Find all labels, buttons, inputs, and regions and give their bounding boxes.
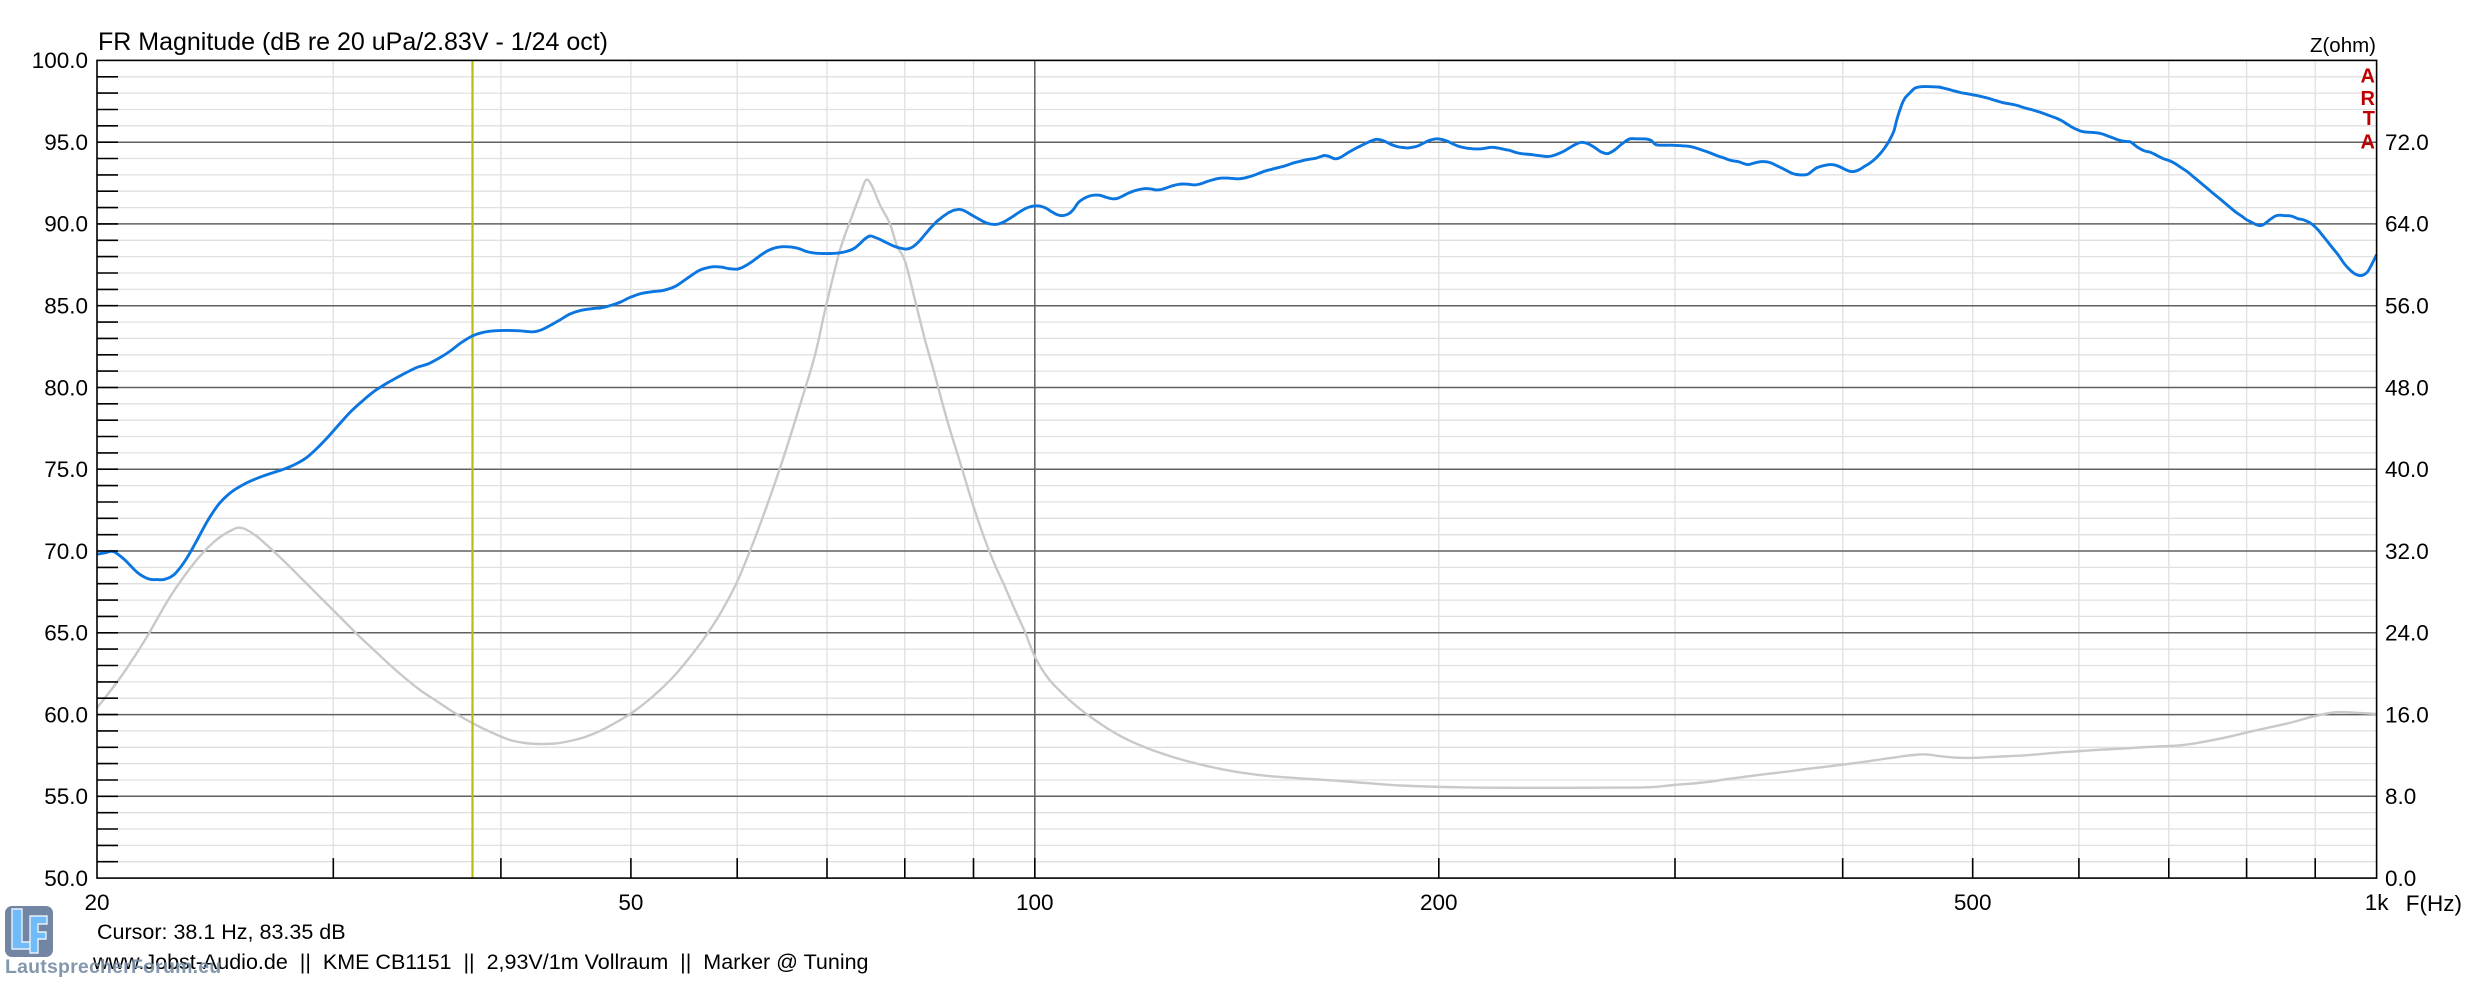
svg-text:8.0: 8.0 bbox=[2385, 784, 2416, 809]
svg-text:1k: 1k bbox=[2365, 890, 2390, 915]
svg-text:50.0: 50.0 bbox=[44, 866, 88, 891]
svg-text:20: 20 bbox=[84, 890, 109, 915]
svg-text:www.Jobst-Audio.de || KME CB: www.Jobst-Audio.de || KME CB1151 || 2,93… bbox=[92, 950, 869, 974]
svg-text:85.0: 85.0 bbox=[44, 294, 88, 319]
svg-text:100.0: 100.0 bbox=[32, 48, 88, 73]
svg-text:65.0: 65.0 bbox=[44, 621, 88, 646]
svg-text:16.0: 16.0 bbox=[2385, 702, 2429, 727]
svg-text:80.0: 80.0 bbox=[44, 375, 88, 400]
svg-text:64.0: 64.0 bbox=[2385, 212, 2429, 237]
svg-text:LautsprecherForum.eu: LautsprecherForum.eu bbox=[5, 956, 221, 978]
svg-text:Cursor: 38.1 Hz, 83.35 dB: Cursor: 38.1 Hz, 83.35 dB bbox=[97, 920, 346, 944]
svg-text:95.0: 95.0 bbox=[44, 130, 88, 155]
svg-text:T: T bbox=[2363, 108, 2375, 130]
svg-text:F(Hz): F(Hz) bbox=[2406, 891, 2462, 916]
svg-text:72.0: 72.0 bbox=[2385, 130, 2429, 155]
svg-text:24.0: 24.0 bbox=[2385, 621, 2429, 646]
svg-text:A: A bbox=[2361, 132, 2375, 154]
svg-text:60.0: 60.0 bbox=[44, 702, 88, 727]
svg-text:75.0: 75.0 bbox=[44, 457, 88, 482]
svg-text:48.0: 48.0 bbox=[2385, 375, 2429, 400]
svg-text:55.0: 55.0 bbox=[44, 784, 88, 809]
svg-text:100: 100 bbox=[1016, 890, 1054, 915]
svg-text:32.0: 32.0 bbox=[2385, 539, 2429, 564]
svg-text:0.0: 0.0 bbox=[2385, 866, 2416, 891]
svg-text:90.0: 90.0 bbox=[44, 212, 88, 237]
svg-text:50: 50 bbox=[618, 890, 643, 915]
svg-text:Z(ohm): Z(ohm) bbox=[2310, 34, 2376, 57]
svg-text:R: R bbox=[2361, 88, 2376, 110]
svg-text:500: 500 bbox=[1954, 890, 1992, 915]
svg-text:200: 200 bbox=[1420, 890, 1458, 915]
svg-text:FR Magnitude (dB re 20 uPa/2.8: FR Magnitude (dB re 20 uPa/2.83V - 1/24 … bbox=[98, 28, 608, 56]
svg-text:56.0: 56.0 bbox=[2385, 294, 2429, 319]
svg-text:70.0: 70.0 bbox=[44, 539, 88, 564]
svg-text:A: A bbox=[2361, 66, 2375, 88]
svg-text:40.0: 40.0 bbox=[2385, 457, 2429, 482]
